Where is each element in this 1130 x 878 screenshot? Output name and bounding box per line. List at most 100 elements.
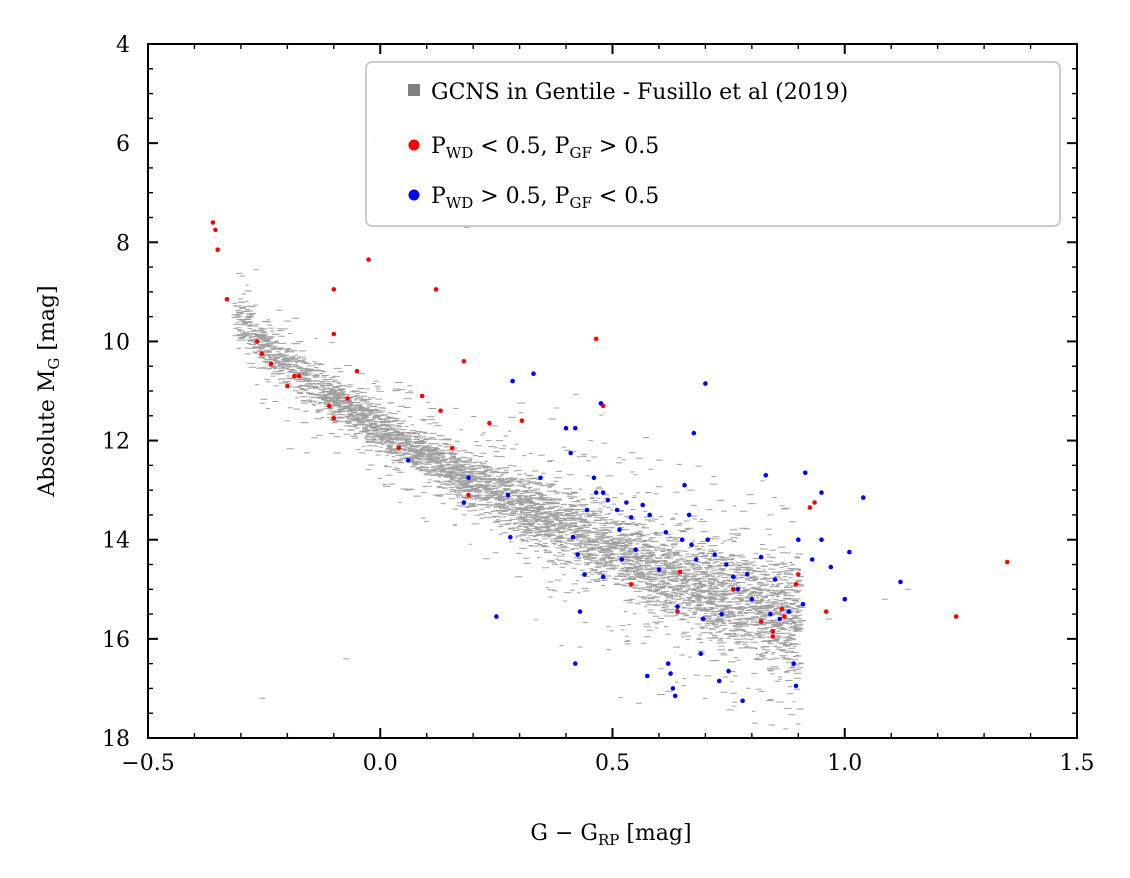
- blue-data-point: [605, 497, 611, 503]
- blue-points-layer: [405, 371, 903, 704]
- blue-data-point: [598, 401, 604, 406]
- red-data-point: [331, 287, 337, 292]
- blue-data-point: [791, 661, 796, 666]
- blue-data-point: [675, 604, 680, 609]
- red-data-point: [215, 247, 220, 252]
- blue-data-point: [600, 574, 606, 580]
- blue-data-point: [786, 609, 792, 614]
- blue-data-point: [861, 495, 866, 500]
- legend-item-gcns: GCNS in Gentile - Fusillo et al (2019): [408, 80, 848, 105]
- blue-data-point: [691, 430, 697, 436]
- blue-data-point: [700, 616, 706, 622]
- blue-data-point: [591, 475, 597, 481]
- blue-data-point: [538, 475, 543, 481]
- gcns-point-dashes: [231, 137, 912, 730]
- red-data-point: [213, 227, 218, 233]
- blue-data-point: [717, 678, 722, 684]
- blue-data-point: [665, 661, 671, 666]
- blue-data-point: [744, 572, 750, 577]
- blue-data-point: [645, 673, 650, 679]
- red-data-point: [675, 609, 680, 614]
- blue-data-point: [461, 500, 467, 505]
- y-tick-label: 4: [116, 33, 130, 58]
- red-data-point: [433, 287, 439, 292]
- blue-data-point: [510, 378, 515, 384]
- red-data-point: [519, 418, 525, 424]
- blue-data-point: [719, 611, 724, 617]
- red-data-point: [449, 445, 455, 451]
- red-data-point: [345, 396, 351, 401]
- blue-data-point: [731, 574, 736, 580]
- x-tick-label: 1.5: [1060, 751, 1095, 776]
- red-data-point: [210, 220, 216, 225]
- red-data-point: [296, 373, 302, 379]
- red-data-point: [731, 587, 736, 592]
- blue-data-point: [568, 450, 573, 456]
- blue-data-point: [777, 616, 782, 622]
- blue-data-point: [573, 661, 578, 666]
- y-tick-label: 14: [102, 529, 130, 554]
- red-data-point: [770, 634, 776, 639]
- gcns-density-layer: [231, 137, 912, 730]
- blue-data-point: [633, 547, 638, 552]
- red-data-point: [782, 614, 787, 619]
- blue-data-point: [600, 490, 606, 495]
- red-data-point: [366, 257, 371, 262]
- blue-data-point: [656, 567, 662, 572]
- red-data-point: [466, 492, 471, 498]
- red-data-point: [807, 505, 813, 510]
- y-axis-label: Absolute MG [mag]: [35, 285, 63, 497]
- red-data-point: [593, 336, 599, 342]
- red-data-point: [1005, 559, 1010, 565]
- x-axis-label: G − GRP [mag]: [530, 821, 691, 849]
- axis-tick-labels: −0.5 0.0 0.5 1.0 1.5 4 6 8 10 12 14 16 18: [102, 33, 1095, 776]
- blue-data-point: [735, 587, 741, 592]
- blue-data-point: [828, 564, 834, 570]
- blue-data-point: [466, 475, 471, 481]
- legend-box: [365, 61, 1061, 227]
- blue-data-point: [793, 683, 799, 689]
- blue-data-point: [570, 534, 576, 540]
- blue-data-point: [577, 609, 583, 614]
- x-tick-label: 0.5: [595, 751, 630, 776]
- blue-data-point: [682, 482, 687, 488]
- blue-data-point: [698, 651, 704, 656]
- blue-data-point: [740, 698, 745, 704]
- blue-data-point: [508, 534, 513, 540]
- red-data-point: [285, 383, 290, 389]
- red-data-point: [259, 351, 265, 357]
- blue-data-point: [768, 611, 773, 617]
- blue-data-point: [772, 577, 778, 582]
- blue-data-point: [614, 507, 620, 513]
- red-data-point: [331, 331, 337, 337]
- blue-data-point: [749, 596, 755, 602]
- blue-data-point: [575, 552, 580, 557]
- red-data-point: [292, 373, 297, 379]
- red-data-point: [770, 629, 776, 634]
- legend-label-red: PWD < 0.5, PGF > 0.5: [431, 134, 659, 162]
- blue-data-point: [693, 557, 699, 562]
- legend-label-gcns: GCNS in Gentile - Fusillo et al (2019): [431, 80, 848, 105]
- red-data-point: [354, 368, 360, 374]
- blue-data-point: [689, 542, 694, 547]
- blue-data-point: [494, 614, 499, 619]
- blue-data-point: [640, 502, 645, 508]
- blue-data-point: [898, 579, 903, 585]
- legend: GCNS in Gentile - Fusillo et al (2019) P…: [365, 61, 1061, 227]
- red-data-point: [461, 359, 467, 364]
- axis-ticks: [147, 43, 1078, 739]
- red-data-point: [628, 582, 634, 587]
- legend-marker-gcns: [408, 84, 420, 96]
- y-tick-label: 10: [102, 330, 130, 355]
- blue-data-point: [670, 686, 676, 691]
- blue-data-point: [819, 490, 824, 495]
- red-data-point: [254, 339, 260, 344]
- blue-data-point: [705, 537, 710, 542]
- blue-data-point: [531, 371, 536, 377]
- legend-marker-red: [408, 139, 420, 151]
- blue-data-point: [628, 515, 634, 520]
- blue-data-point: [803, 470, 808, 476]
- blue-data-point: [847, 549, 852, 555]
- red-points-layer: [210, 220, 1010, 639]
